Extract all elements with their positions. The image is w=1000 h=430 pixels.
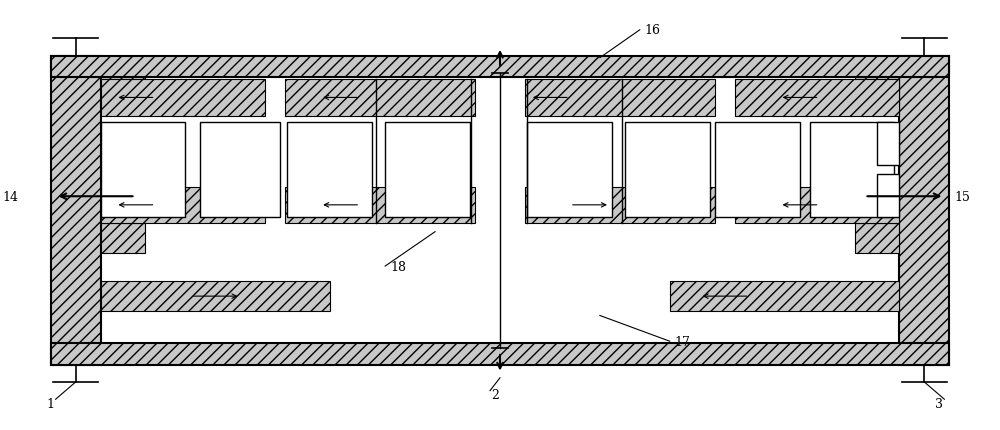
Bar bbox=[735, 187, 899, 224]
Bar bbox=[877, 174, 899, 217]
Bar bbox=[385, 123, 470, 217]
Text: 2: 2 bbox=[491, 389, 499, 402]
Bar bbox=[285, 80, 475, 117]
Bar bbox=[101, 187, 265, 224]
Bar bbox=[101, 123, 185, 217]
Bar bbox=[285, 187, 475, 224]
Bar bbox=[101, 78, 899, 344]
Text: –13: –13 bbox=[837, 150, 857, 164]
Text: 16: 16 bbox=[645, 24, 661, 37]
Text: –4: –4 bbox=[109, 166, 122, 178]
Text: –5: –5 bbox=[208, 166, 222, 178]
Bar bbox=[200, 123, 280, 217]
Text: 3: 3 bbox=[935, 397, 943, 410]
Text: 15: 15 bbox=[954, 190, 970, 203]
Bar bbox=[877, 123, 899, 166]
Bar bbox=[51, 344, 949, 365]
Bar bbox=[287, 123, 372, 217]
Bar bbox=[855, 224, 899, 254]
Bar bbox=[525, 80, 715, 117]
Text: –11: –11 bbox=[815, 166, 835, 178]
Bar bbox=[101, 78, 145, 108]
Bar bbox=[101, 224, 145, 254]
Bar bbox=[527, 123, 612, 217]
Text: 1: 1 bbox=[47, 397, 55, 410]
Bar bbox=[810, 123, 894, 217]
Text: 17: 17 bbox=[675, 335, 691, 348]
Text: –7: –7 bbox=[393, 166, 407, 178]
Text: –9: –9 bbox=[633, 166, 646, 178]
Bar bbox=[855, 78, 899, 108]
Text: 14: 14 bbox=[3, 190, 19, 203]
Bar bbox=[899, 56, 949, 365]
Bar bbox=[51, 56, 949, 78]
Text: –6: –6 bbox=[295, 166, 309, 178]
Bar bbox=[715, 123, 800, 217]
Text: –8: –8 bbox=[535, 166, 548, 178]
Bar bbox=[101, 282, 330, 311]
Text: –12: –12 bbox=[837, 202, 857, 215]
Text: 18: 18 bbox=[390, 260, 406, 273]
Text: –10: –10 bbox=[720, 166, 740, 178]
Bar bbox=[625, 123, 710, 217]
Bar bbox=[525, 187, 715, 224]
Bar bbox=[101, 80, 265, 117]
Bar bbox=[51, 56, 101, 365]
Bar bbox=[670, 282, 899, 311]
Bar bbox=[735, 80, 899, 117]
